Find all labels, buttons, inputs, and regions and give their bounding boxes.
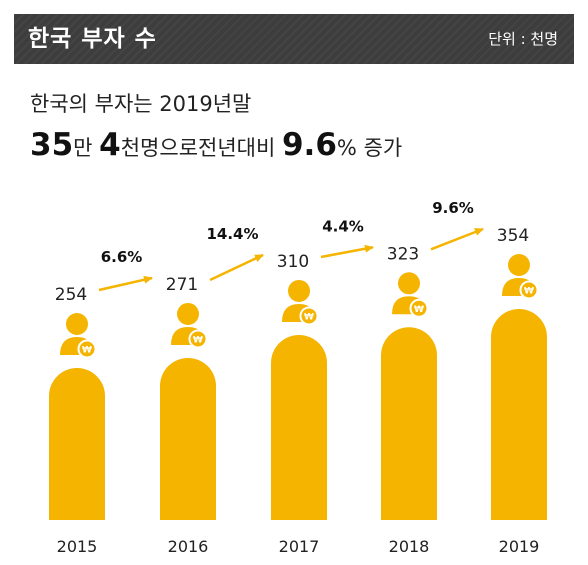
won-coin-icon [519, 280, 539, 300]
growth-arrow [209, 253, 264, 282]
value-label-2017: 310 [277, 252, 309, 272]
headline-number-b: 4 [99, 127, 121, 163]
growth-label: 4.4% [322, 217, 364, 235]
category-label-2019: 2019 [499, 537, 540, 556]
growth-label: 9.6% [432, 199, 474, 217]
growth-arrow [430, 227, 484, 251]
category-label-2017: 2017 [279, 537, 320, 556]
growth-arrow [98, 275, 153, 292]
value-label-2015: 254 [55, 285, 87, 305]
category-label-2015: 2015 [57, 537, 98, 556]
won-symbol: ₩ [193, 335, 203, 345]
won-symbol: ₩ [304, 312, 314, 322]
won-symbol: ₩ [82, 346, 92, 356]
growth-label: 14.4% [206, 225, 258, 243]
category-label-2016: 2016 [168, 537, 209, 556]
value-label-2019: 354 [497, 226, 529, 246]
headline-number-c: 9.6 [281, 127, 337, 163]
headline-text-c: 증가 [363, 136, 403, 160]
unit-label: 단위 : 천명 [488, 30, 558, 48]
value-label-2018: 323 [387, 244, 419, 264]
bar-2017 [271, 334, 327, 520]
headline-percent-sign: % [336, 136, 357, 160]
category-label-2018: 2018 [389, 537, 430, 556]
title-bar: 한국 부자 수 단위 : 천명 [14, 14, 574, 64]
won-symbol: ₩ [414, 305, 424, 315]
bar-2019 [491, 309, 547, 520]
won-coin-icon [409, 298, 429, 318]
headline-unit-a: 만 [73, 136, 93, 160]
headline-text-b: 천명으로전년대비 [120, 136, 276, 160]
headline-number-a: 35 [30, 127, 74, 163]
value-label-2016: 271 [166, 275, 198, 295]
won-coin-icon [299, 306, 319, 326]
bar-2016 [160, 357, 216, 520]
chart-title: 한국 부자 수 [28, 26, 157, 52]
headline-line-1: 한국의 부자는 2019년말 [30, 92, 252, 116]
bar-2018 [381, 327, 437, 520]
growth-arrow [320, 244, 374, 259]
won-coin-icon [77, 339, 97, 359]
growth-label: 6.6% [101, 248, 143, 266]
won-coin-icon [188, 329, 208, 349]
bar-2015 [49, 368, 105, 520]
headline-line-2: 35만 4천명으로전년대비 9.6% 증가 [30, 127, 402, 166]
won-symbol: ₩ [524, 287, 534, 297]
